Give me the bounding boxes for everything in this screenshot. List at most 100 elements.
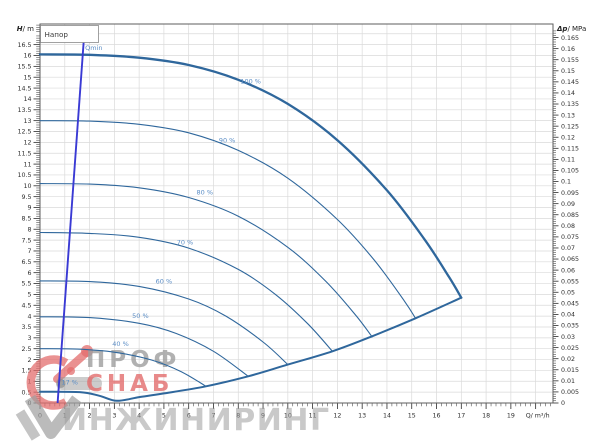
watermark-blob xyxy=(56,377,102,390)
left-tick-label: 4.5 xyxy=(21,302,31,309)
right-tick-label: 0.12 xyxy=(561,134,575,141)
left-tick-label: 8 xyxy=(27,226,31,233)
curve-labels: 100 % 90 % 80 % 70 % 60 % 50 % 40 % 17 % Qmin xyxy=(61,44,260,386)
left-tick-label: 10 xyxy=(23,183,31,190)
chart-title: Напор xyxy=(45,30,69,39)
left-tick-label: 14.5 xyxy=(17,85,31,92)
right-tick-label: 0.14 xyxy=(561,90,575,97)
curve-label-17: 17 % xyxy=(61,379,78,387)
left-tick-label: 2.5 xyxy=(21,346,31,353)
left-tick-label: 5.5 xyxy=(21,281,31,288)
bottom-tick-label: 11 xyxy=(309,413,317,420)
right-tick-label: 0.07 xyxy=(561,245,575,252)
curve-90 xyxy=(39,120,417,319)
right-tick-label: 0.095 xyxy=(561,190,579,197)
bottom-tick-label: 16 xyxy=(433,413,441,420)
left-tick-label: 11 xyxy=(23,161,31,168)
curve-label-40: 40 % xyxy=(112,340,129,348)
curve-70 xyxy=(39,231,333,352)
right-axis-unit-label: Δp/ MPa xyxy=(557,25,586,33)
curve-17 xyxy=(39,296,463,402)
head-symbol: H xyxy=(16,25,23,33)
left-tick-label: 13.5 xyxy=(17,107,31,114)
watermark-logo-swoosh-2 xyxy=(15,409,41,441)
left-tick-label: 6 xyxy=(27,270,31,277)
right-tick-label: 0.065 xyxy=(561,256,579,263)
left-tick-label: 9 xyxy=(27,205,31,212)
pump-curves xyxy=(38,53,463,402)
watermark-text-prof: ПРОФ xyxy=(86,347,180,373)
right-tick-label: 0.075 xyxy=(561,234,579,241)
right-tick-label: 0.1 xyxy=(561,179,571,186)
head-unit: / m xyxy=(22,25,34,33)
bottom-tick-label: 8 xyxy=(236,413,240,420)
watermark-logo-dot xyxy=(67,367,75,375)
bottom-tick-label: 9 xyxy=(261,413,265,420)
left-tick-label: 12.5 xyxy=(17,129,31,136)
bottom-tick-label: 14 xyxy=(383,413,391,420)
curve-40 xyxy=(39,348,207,387)
right-tick-label: 0.02 xyxy=(561,356,575,363)
right-tick-label: 0.035 xyxy=(561,323,579,330)
curve-label-80: 80 % xyxy=(197,188,214,196)
left-tick-label: 11.5 xyxy=(17,150,31,157)
right-tick-label: 0.085 xyxy=(561,212,579,219)
left-tick-label: 15.5 xyxy=(17,64,31,71)
right-tick-label: 0.005 xyxy=(561,389,579,396)
pressure-symbol: Δp xyxy=(557,25,568,33)
left-tick-label: 15 xyxy=(23,74,31,81)
title-box xyxy=(40,25,99,43)
right-tick-label: 0.16 xyxy=(561,46,575,53)
right-tick-label: 0.145 xyxy=(561,79,579,86)
bottom-tick-label: 12 xyxy=(333,413,341,420)
watermark-text-snab: СНАБ xyxy=(86,371,173,397)
left-tick-label: 12 xyxy=(23,140,31,147)
right-tick-label: 0 xyxy=(561,400,565,407)
right-tick-label: 0.135 xyxy=(561,101,579,108)
right-tick-label: 0.13 xyxy=(561,112,575,119)
watermark-logo-wrench-head xyxy=(81,345,93,357)
left-tick-label: 16 xyxy=(23,53,31,60)
bottom-tick-label: 10 xyxy=(284,413,292,420)
gridlines xyxy=(40,24,553,403)
left-tick-label: 2 xyxy=(27,357,31,364)
left-tick-label: 4 xyxy=(27,313,31,320)
curve-label-60: 60 % xyxy=(156,278,173,286)
curve-60 xyxy=(39,280,289,366)
bottom-tick-label: 3 xyxy=(112,413,116,420)
curve-80 xyxy=(39,183,373,338)
right-tick-label: 0.115 xyxy=(561,146,579,153)
left-tick-label: 13 xyxy=(23,118,31,125)
right-tick-label: 0.105 xyxy=(561,168,579,175)
left-tick-label: 7 xyxy=(27,248,31,255)
bottom-tick-label: 19 xyxy=(507,413,515,420)
watermark-text-engineering: ИНЖИНИРИНГ xyxy=(62,403,331,438)
left-tick-label: 7.5 xyxy=(21,237,31,244)
bottom-tick-label: 2 xyxy=(88,413,92,420)
watermark-logo-arc xyxy=(26,355,69,410)
right-tick-label: 0.055 xyxy=(561,278,579,285)
right-tick-label: 0.045 xyxy=(561,301,579,308)
axis-tick-labels: 0 0.5 11.5 2 2.5 3 3.5 4 4.5 5 5.5 6 6.5 7 7.5 8 8.5 9 9.5… xyxy=(17,35,579,420)
left-tick-label: 16.5 xyxy=(17,42,31,49)
x-axis-unit-label: Q/ m³/h xyxy=(526,413,550,420)
left-tick-label: 8.5 xyxy=(21,216,31,223)
right-tick-label: 0.06 xyxy=(561,267,575,274)
right-tick-label: 0.025 xyxy=(561,345,579,352)
left-tick-label: 14 xyxy=(23,96,31,103)
left-tick-label: 3 xyxy=(27,335,31,342)
right-tick-label: 0.09 xyxy=(561,201,575,208)
bottom-tick-label: 4 xyxy=(137,413,141,420)
right-tick-label: 0.125 xyxy=(561,123,579,130)
left-tick-label: 0.5 xyxy=(21,389,31,396)
bottom-tick-label: 5 xyxy=(162,413,166,420)
curve-label-100: 100 % xyxy=(240,77,261,85)
left-axis-unit-label: H/ m xyxy=(4,25,34,33)
qmin-label: Qmin xyxy=(85,44,102,52)
curve-50 xyxy=(39,316,249,377)
bottom-tick-label: 17 xyxy=(457,413,465,420)
right-tick-label: 0.04 xyxy=(561,312,575,319)
left-tick-label: 1.5 xyxy=(21,368,31,375)
